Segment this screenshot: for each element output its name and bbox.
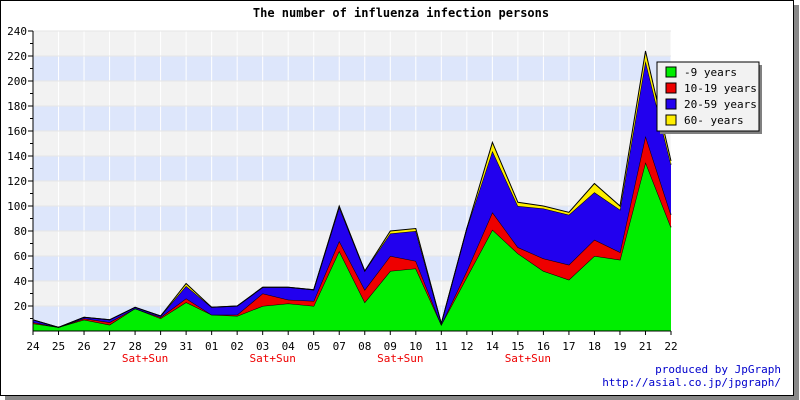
x-tick-label: 01	[205, 340, 218, 353]
x-tick-label: 03	[256, 340, 269, 353]
x-tick-label: 08	[358, 340, 371, 353]
legend-swatch	[665, 82, 677, 94]
y-tick-label: 180	[7, 100, 27, 113]
x-tick-label: 18	[588, 340, 601, 353]
x-tick-label: 02	[231, 340, 244, 353]
x-tick-label: 22	[664, 340, 677, 353]
x-tick-label: 26	[77, 340, 90, 353]
y-tick-label: 200	[7, 75, 27, 88]
y-tick-label: 120	[7, 175, 27, 188]
legend-swatch	[665, 114, 677, 126]
weekend-label: Sat+Sun	[250, 352, 296, 365]
x-tick-label: 04	[282, 340, 296, 353]
x-tick-label: 16	[537, 340, 550, 353]
x-tick-label: 14	[486, 340, 500, 353]
weekend-label: Sat+Sun	[505, 352, 551, 365]
x-tick-label: 09	[384, 340, 397, 353]
legend-label: 10-19 years	[684, 82, 757, 95]
x-tick-label: 07	[333, 340, 346, 353]
y-tick-label: 240	[7, 25, 27, 38]
chart-title: The number of influenza infection person…	[253, 6, 549, 20]
x-tick-label: 29	[154, 340, 167, 353]
x-tick-label: 10	[409, 340, 422, 353]
background-band	[33, 31, 671, 56]
x-tick-label: 24	[26, 340, 40, 353]
x-tick-label: 17	[562, 340, 575, 353]
x-tick-label: 19	[613, 340, 626, 353]
credit-producer: produced by JpGraph	[655, 363, 781, 376]
influenza-area-chart: The number of influenza infection person…	[7, 6, 762, 365]
x-tick-label: 31	[179, 340, 192, 353]
weekend-label: Sat+Sun	[377, 352, 423, 365]
background-band	[33, 131, 671, 156]
x-tick-label: 21	[639, 340, 652, 353]
credit-block: produced by JpGraph http://asial.co.jp/j…	[602, 363, 781, 389]
y-tick-label: 60	[14, 250, 27, 263]
x-tick-label: 05	[307, 340, 320, 353]
background-band	[33, 81, 671, 106]
y-tick-label: 160	[7, 125, 27, 138]
x-tick-label: 15	[511, 340, 524, 353]
y-tick-label: 140	[7, 150, 27, 163]
y-tick-label: 220	[7, 50, 27, 63]
x-tick-label: 12	[460, 340, 473, 353]
x-tick-label: 27	[103, 340, 116, 353]
legend-label: 20-59 years	[684, 98, 757, 111]
legend-swatch	[665, 98, 677, 110]
x-tick-label: 28	[128, 340, 141, 353]
y-tick-label: 20	[14, 300, 27, 313]
y-tick-label: 100	[7, 200, 27, 213]
y-tick-label: 40	[14, 275, 27, 288]
credit-url[interactable]: http://asial.co.jp/jpgraph/	[602, 376, 781, 389]
background-band	[33, 181, 671, 206]
x-tick-label: 25	[52, 340, 65, 353]
legend-label: 60- years	[684, 114, 744, 127]
background-band	[33, 106, 671, 131]
background-band	[33, 156, 671, 181]
area-series-1	[33, 162, 671, 331]
legend-swatch	[665, 66, 677, 78]
legend-label: -9 years	[684, 66, 737, 79]
background-band	[33, 56, 671, 81]
series-line-4	[32, 50, 672, 328]
x-tick-label: 11	[435, 340, 448, 353]
weekend-label: Sat+Sun	[122, 352, 168, 365]
y-tick-label: 80	[14, 225, 27, 238]
